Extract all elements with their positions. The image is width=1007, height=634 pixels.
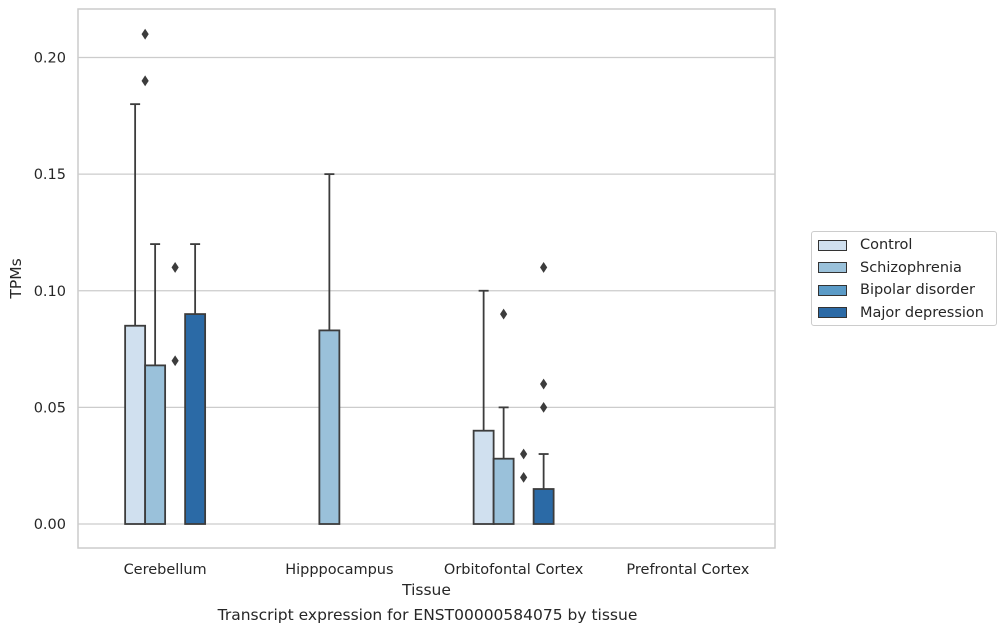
x-tick-label: Orbitofontal Cortex	[444, 562, 584, 578]
outlier-point	[500, 308, 508, 320]
y-tick-label: 0.20	[34, 51, 66, 67]
legend-swatch	[818, 307, 847, 319]
legend-item: Major depression	[818, 303, 984, 323]
y-tick-label: 0.05	[34, 400, 66, 416]
bar	[318, 329, 341, 525]
outlier-point	[540, 262, 548, 273]
outlier-point	[540, 378, 548, 390]
bar	[532, 488, 555, 525]
legend-item: Control	[818, 235, 912, 255]
legend-label: Schizophrenia	[860, 259, 962, 276]
legend-item: Bipolar disorder	[818, 280, 975, 300]
outlier-point	[520, 471, 528, 483]
outlier-point	[141, 75, 149, 87]
chart-caption: Transcript expression for ENST0000058407…	[217, 606, 638, 624]
outlier-point	[540, 401, 548, 413]
x-tick-label: Prefrontal Cortex	[626, 562, 749, 578]
legend-label: Control	[860, 237, 913, 253]
bar	[124, 324, 147, 525]
legend-swatch	[818, 239, 847, 251]
bar	[492, 457, 515, 525]
outlier-point	[171, 355, 179, 367]
outlier-point	[520, 448, 528, 460]
y-tick-label: 0.10	[34, 284, 66, 300]
outlier-point	[171, 262, 179, 273]
y-tick-label: 0.00	[34, 517, 66, 533]
legend-label: Bipolar disorder	[860, 282, 975, 299]
legend-swatch	[818, 284, 847, 296]
chart-legend: Control Schizophrenia Bipolar disorder Majo…	[811, 231, 997, 326]
outlier-point	[141, 28, 149, 40]
y-tick-label: 0.15	[34, 167, 66, 183]
x-tick-label: Cerebellum	[124, 562, 207, 578]
legend-swatch	[818, 262, 847, 274]
x-axis-title: Tissue	[401, 581, 451, 599]
plot-area	[77, 8, 776, 549]
bar	[184, 313, 207, 525]
y-axis-title: TPMs	[7, 258, 25, 299]
x-tick-label: Hipppocampus	[285, 562, 393, 578]
bar	[472, 429, 495, 525]
bar	[144, 364, 167, 525]
legend-item: Schizophrenia	[818, 258, 962, 278]
legend-label: Major depression	[860, 304, 984, 321]
